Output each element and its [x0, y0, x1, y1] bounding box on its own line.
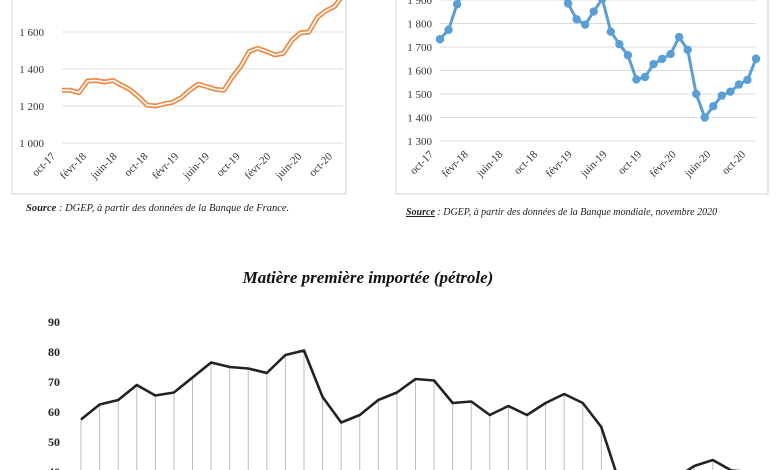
y-tick-label: 1 300 [407, 136, 432, 148]
chart-1-source: Source : DGEP, à partir des données de l… [26, 203, 289, 214]
data-point [444, 25, 453, 35]
y-tick-label: 70 [48, 375, 60, 389]
chart-3-y-axis: 40 50 60 70 80 90 [48, 315, 60, 470]
data-point [615, 39, 624, 49]
data-point [709, 102, 718, 111]
y-tick-label: 1 600 [407, 66, 432, 78]
y-tick-label: 1 800 [19, 0, 44, 2]
chart-2-source-text: : DGEP, à partir des données de la Banqu… [434, 207, 718, 218]
chart-2-source: Source : DGEP, à partir des données de l… [406, 207, 717, 218]
series-line-inner [62, 0, 341, 107]
series-line [80, 349, 742, 470]
y-tick-label: 50 [48, 435, 60, 449]
y-tick-label: 1 600 [19, 27, 44, 39]
y-tick-label: 1 400 [19, 64, 44, 76]
y-tick-label: 1 200 [19, 101, 44, 113]
chart-1-source-text: : DGEP, à partir des données de la Banqu… [56, 203, 290, 214]
y-tick-label: 60 [48, 405, 60, 419]
data-point [743, 75, 752, 85]
chart-1-series [62, 0, 343, 109]
data-point [700, 113, 709, 122]
data-point [606, 27, 616, 36]
data-point [657, 54, 667, 64]
data-point [589, 7, 598, 16]
chart-2-y-axis: 1 300 1 400 1 500 1 600 1 700 1 800 1 900 [407, 0, 432, 148]
y-tick-label: 1 000 [19, 138, 44, 150]
y-tick-label: 1 500 [407, 89, 432, 101]
y-tick-label: 90 [48, 315, 60, 329]
data-point [640, 72, 650, 82]
y-tick-label: 1 400 [407, 113, 432, 125]
data-point [726, 87, 735, 96]
data-point [674, 32, 684, 42]
data-point [623, 51, 633, 60]
chart-3: 40 50 60 70 80 90 [48, 315, 742, 470]
chart-2-source-label: Source [406, 207, 435, 218]
data-point [598, 0, 607, 4]
data-point [683, 45, 692, 55]
data-point [572, 15, 581, 24]
chart-3-drop-lines [80, 350, 714, 470]
data-point [717, 91, 727, 100]
y-tick-label: 80 [48, 345, 60, 359]
data-point [632, 75, 641, 84]
chart-3-series [80, 349, 742, 470]
chart-1-y-axis: 1 000 1 200 1 400 1 600 1 800 [19, 0, 44, 150]
y-tick-label: 40 [48, 465, 60, 470]
data-point [692, 89, 701, 99]
chart-2-series [435, 0, 761, 122]
chart-1-source-label: Source [26, 203, 57, 214]
data-point [751, 54, 761, 63]
chart-3-title: Matière première importée (pétrole) [242, 268, 494, 287]
y-tick-label: 1 900 [407, 0, 432, 7]
data-point [580, 20, 590, 29]
chart-2-panel [395, 0, 769, 195]
data-point [649, 59, 658, 69]
data-point [666, 49, 675, 59]
data-point [563, 0, 573, 8]
chart-2-grid [440, 0, 756, 142]
data-point [452, 0, 462, 9]
y-tick-label: 1 700 [407, 42, 432, 54]
data-point [435, 35, 445, 44]
y-tick-label: 1 800 [407, 19, 432, 31]
chart-1-grid [62, 31, 343, 144]
data-point [734, 80, 744, 89]
